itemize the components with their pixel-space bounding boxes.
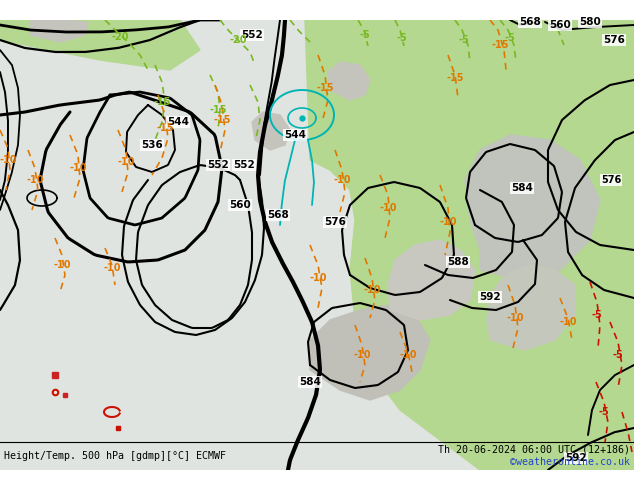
Text: 552: 552: [207, 160, 229, 170]
Text: -15: -15: [316, 83, 333, 93]
Text: 544: 544: [167, 117, 189, 127]
Text: -15: -15: [213, 115, 231, 125]
Text: 580: 580: [579, 17, 601, 27]
Text: -10: -10: [379, 203, 397, 213]
Text: 568: 568: [267, 210, 289, 220]
Text: -10: -10: [0, 155, 16, 165]
Text: 592: 592: [565, 453, 587, 463]
Text: -10: -10: [439, 217, 456, 227]
Text: -10: -10: [53, 260, 71, 270]
Text: -10: -10: [363, 285, 381, 295]
Text: -20: -20: [230, 35, 247, 45]
Text: -10: -10: [69, 163, 87, 173]
Polygon shape: [0, 20, 200, 70]
Polygon shape: [310, 20, 390, 70]
Text: -20: -20: [111, 32, 129, 42]
Text: 536: 536: [141, 140, 163, 150]
Text: 576: 576: [324, 217, 346, 227]
Text: -5: -5: [505, 33, 515, 43]
Text: 584: 584: [511, 183, 533, 193]
Text: -10: -10: [26, 175, 44, 185]
Text: 584: 584: [299, 377, 321, 387]
Text: -5: -5: [592, 310, 602, 320]
Text: -5: -5: [598, 407, 609, 417]
Text: -10: -10: [353, 350, 371, 360]
Polygon shape: [30, 20, 88, 42]
Text: -5: -5: [359, 30, 370, 40]
Polygon shape: [465, 135, 600, 280]
Text: Height/Temp. 500 hPa [gdmp][°C] ECMWF: Height/Temp. 500 hPa [gdmp][°C] ECMWF: [4, 451, 226, 461]
Text: -5: -5: [397, 33, 408, 43]
Text: ©weatheronline.co.uk: ©weatheronline.co.uk: [510, 457, 630, 467]
Polygon shape: [310, 305, 430, 400]
Text: 592: 592: [479, 292, 501, 302]
Text: Th 20-06-2024 06:00 UTC (12+186): Th 20-06-2024 06:00 UTC (12+186): [438, 445, 630, 455]
Text: -10: -10: [333, 175, 351, 185]
Text: 576: 576: [601, 175, 621, 185]
Text: 560: 560: [229, 200, 251, 210]
Text: -5: -5: [458, 35, 469, 45]
Text: 576: 576: [603, 35, 625, 45]
Text: -15: -15: [491, 40, 508, 50]
Text: -5: -5: [612, 350, 623, 360]
Text: 588: 588: [447, 257, 469, 267]
Polygon shape: [252, 112, 290, 150]
Text: 560: 560: [549, 20, 571, 30]
Text: 552: 552: [241, 30, 263, 40]
Text: -10: -10: [559, 317, 577, 327]
Polygon shape: [388, 240, 475, 320]
Text: -10: -10: [507, 313, 524, 323]
Polygon shape: [328, 62, 370, 100]
Polygon shape: [305, 20, 634, 470]
Text: -10: -10: [309, 273, 327, 283]
Polygon shape: [487, 265, 575, 350]
Text: -15: -15: [156, 123, 174, 133]
Text: -10: -10: [399, 350, 417, 360]
Text: -15: -15: [209, 105, 227, 115]
Text: -10: -10: [103, 263, 120, 273]
Text: 552: 552: [233, 160, 255, 170]
Text: 568: 568: [519, 17, 541, 27]
Text: 544: 544: [284, 130, 306, 140]
Text: -15: -15: [153, 97, 171, 107]
Text: -15: -15: [446, 73, 463, 83]
Text: -10: -10: [117, 157, 135, 167]
